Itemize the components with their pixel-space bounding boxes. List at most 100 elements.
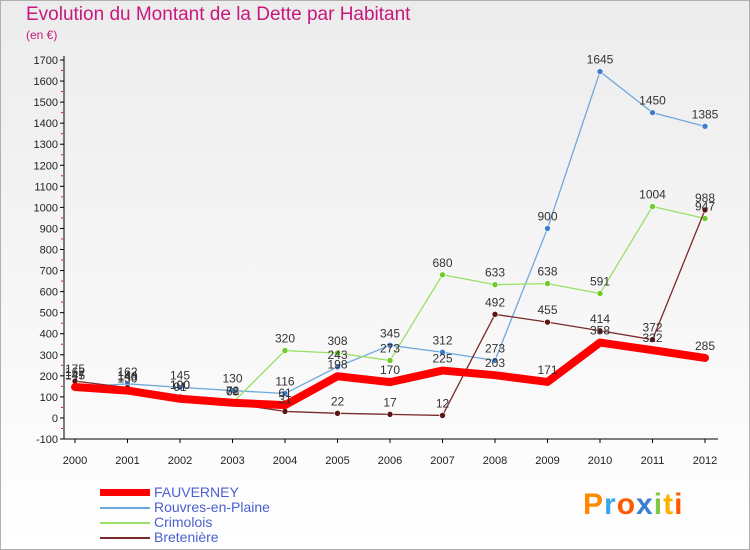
x-tick-label: 2000	[63, 455, 87, 467]
data-point-breteni-re	[386, 411, 394, 418]
legend-label-rouvres: Rouvres-en-Plaine	[154, 499, 270, 515]
proxiti-logo: Proxiti	[583, 488, 683, 522]
legend-swatch-bretenière	[100, 537, 150, 539]
data-point-breteni-re	[281, 408, 289, 415]
logo-letter: o	[616, 488, 637, 521]
data-label-rouvres-en-plaine: 1450	[639, 94, 666, 108]
data-point-rouvres-en-plaine	[491, 357, 499, 364]
data-label-breteni-re: 414	[590, 312, 610, 326]
y-tick-label: 1300	[34, 139, 58, 151]
data-label-breteni-re: 144	[117, 369, 137, 383]
y-tick-label: 400	[40, 329, 58, 341]
data-label-fauverney: 61	[278, 386, 292, 400]
data-label-fauverney: 203	[485, 356, 505, 370]
y-tick-label: 800	[40, 245, 58, 257]
x-tick-label: 2002	[168, 455, 192, 467]
y-tick-label: 1700	[34, 55, 58, 67]
data-point-breteni-re	[649, 336, 656, 343]
data-point-breteni-re	[596, 327, 604, 335]
data-label-crimolois: 638	[537, 265, 557, 279]
x-tick-label: 2004	[273, 455, 297, 467]
series-line-fauverney	[71, 338, 709, 410]
data-label-rouvres-en-plaine: 116	[275, 375, 294, 389]
data-label-rouvres-en-plaine: 162	[117, 365, 137, 379]
data-point-rouvres-en-plaine	[229, 387, 236, 394]
data-point-rouvres-en-plaine	[334, 363, 341, 371]
data-point-rouvres-en-plaine	[281, 390, 289, 397]
logo-letter: x	[636, 488, 654, 521]
x-tick-label: 2007	[430, 455, 454, 467]
data-point-rouvres-en-plaine	[439, 348, 446, 356]
data-label-breteni-re: 22	[331, 394, 345, 408]
data-label-rouvres-en-plaine: 243	[327, 348, 347, 362]
y-tick-label: 200	[40, 371, 58, 383]
data-label-crimolois: 100	[170, 378, 190, 392]
data-label-fauverney: 225	[432, 352, 452, 366]
legend-swatch-fauverney	[100, 489, 150, 496]
y-tick-label: 300	[40, 350, 58, 362]
data-label-breteni-re: 12	[436, 396, 450, 410]
data-label-breteni-re: 100	[170, 378, 190, 392]
data-label-rouvres-en-plaine: 145	[65, 368, 85, 382]
data-point-rouvres-en-plaine	[596, 68, 604, 75]
data-label-fauverney: 91	[173, 380, 187, 394]
data-label-fauverney: 358	[590, 324, 610, 338]
data-label-breteni-re: 175	[65, 362, 85, 376]
data-label-breteni-re: 988	[695, 191, 715, 205]
data-label-rouvres-en-plaine: 273	[485, 341, 505, 355]
data-label-rouvres-en-plaine: 312	[432, 333, 452, 347]
legend-label-crimolois: Crimolois	[154, 514, 213, 530]
x-tick-label: 2003	[220, 455, 244, 467]
x-tick-label: 2001	[115, 455, 139, 467]
data-label-breteni-re: 492	[485, 295, 505, 309]
x-tick-label: 2005	[325, 455, 349, 467]
y-tick-label: -100	[36, 434, 58, 446]
data-label-crimolois: 162	[65, 365, 85, 379]
y-tick-label: 900	[40, 223, 58, 235]
y-tick-label: 1600	[34, 76, 58, 88]
data-label-crimolois: 680	[432, 256, 452, 270]
data-point-rouvres-en-plaine	[544, 225, 551, 232]
y-tick-label: 1200	[34, 160, 58, 172]
data-label-rouvres-en-plaine: 130	[222, 372, 242, 386]
y-tick-label: 100	[40, 392, 58, 404]
logo-letter: i	[674, 488, 684, 521]
x-tick-label: 2011	[641, 455, 665, 467]
y-tick-label: 700	[40, 266, 58, 278]
data-label-breteni-re: 31	[278, 392, 292, 406]
data-label-crimolois: 591	[590, 275, 610, 289]
data-label-breteni-re: 17	[383, 395, 397, 409]
data-label-fauverney: 170	[380, 363, 400, 377]
data-point-rouvres-en-plaine	[649, 109, 656, 116]
data-label-fauverney: 322	[642, 331, 662, 345]
x-tick-label: 2010	[588, 455, 612, 467]
data-label-crimolois: 140	[117, 369, 137, 383]
y-tick-label: 1000	[34, 202, 58, 214]
y-tick-label: 1500	[34, 97, 58, 109]
data-point-breteni-re	[491, 311, 499, 318]
data-label-fauverney: 147	[65, 368, 85, 382]
data-point-crimolois	[649, 203, 656, 210]
data-label-crimolois: 320	[275, 332, 295, 346]
data-label-rouvres-en-plaine: 145	[170, 368, 190, 382]
data-point-rouvres-en-plaine	[701, 123, 709, 130]
data-label-fauverney: 171	[537, 363, 557, 377]
data-point-breteni-re	[544, 318, 551, 326]
x-tick-label: 2006	[378, 455, 402, 467]
data-label-crimolois: 273	[380, 341, 400, 355]
data-label-breteni-re: 455	[537, 303, 557, 317]
y-tick-label: 600	[40, 287, 58, 299]
chart-title: Evolution du Montant de la Dette par Hab…	[26, 4, 411, 25]
data-point-crimolois	[491, 281, 499, 288]
data-point-breteni-re	[439, 412, 446, 419]
data-label-crimolois: 71	[226, 384, 240, 398]
data-label-breteni-re: 68	[226, 385, 240, 399]
data-point-crimolois	[334, 349, 341, 357]
x-tick-label: 2012	[693, 455, 717, 467]
y-tick-label: 1100	[34, 181, 58, 193]
data-point-crimolois	[596, 290, 604, 297]
data-label-rouvres-en-plaine: 1385	[692, 107, 719, 121]
data-label-rouvres-en-plaine: 1645	[587, 53, 614, 67]
logo-letter: r	[604, 488, 617, 521]
